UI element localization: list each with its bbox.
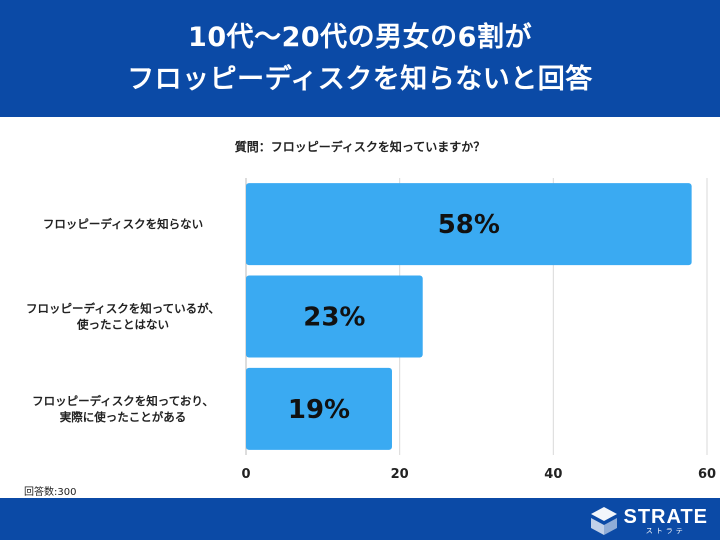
category-label: 使ったことはない [76, 318, 169, 332]
x-tick-label: 40 [544, 467, 562, 482]
x-tick-label: 20 [391, 467, 409, 482]
x-tick-label: 60 [698, 467, 716, 482]
bar [246, 183, 692, 266]
brand-sub: ストラテ [645, 526, 686, 535]
logo-mark-icon [591, 507, 618, 535]
x-tick-label: 0 [241, 467, 250, 482]
bar-value-label: 58% [438, 210, 500, 240]
strate-logo: STRATE ストラテ [591, 505, 708, 537]
brand-name: STRATE [623, 505, 708, 528]
category-label: フロッピーディスクを知らない [43, 217, 203, 231]
bar-value-label: 19% [288, 395, 350, 425]
category-label: 実際に使ったことがある [60, 410, 187, 424]
bar-value-label: 23% [303, 303, 365, 333]
bar [246, 367, 392, 450]
title-line-2: フロッピーディスクを知らないと回答 [127, 63, 593, 95]
title-line-1: 10代〜20代の男女の6割が [188, 21, 532, 53]
survey-question: 質問：フロッピーディスクを知っていますか？ [234, 140, 486, 154]
bar [246, 275, 423, 358]
bar-chart: 58% フロッピーディスクを知らない 23% フロッピーディスクを知っているが、使った… [26, 178, 716, 482]
category-label: フロッピーディスクを知っており、 [32, 394, 214, 408]
header-banner: 10代〜20代の男女の6割が フロッピーディスクを知らないと回答 [0, 0, 720, 117]
category-label: フロッピーディスクを知っているが、 [26, 302, 220, 316]
footer-bar [0, 498, 720, 540]
respondent-count: 回答数:300 [24, 487, 77, 498]
